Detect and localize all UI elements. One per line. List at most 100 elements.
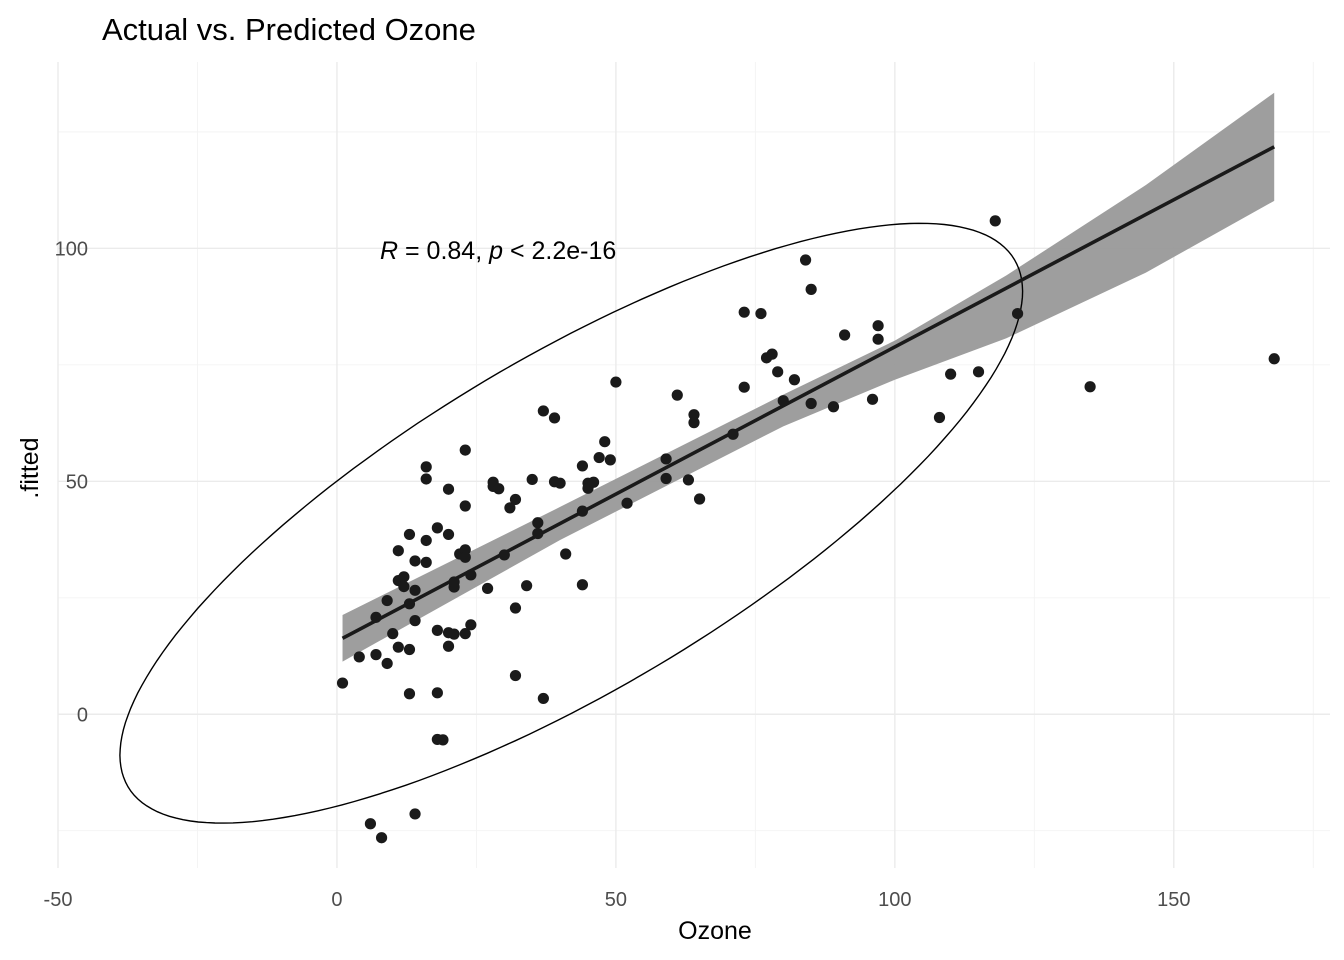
- data-point: [777, 395, 789, 407]
- data-point: [521, 580, 533, 592]
- x-tick-label: 50: [605, 889, 627, 911]
- data-point: [387, 628, 399, 640]
- data-point: [576, 460, 589, 472]
- data-point: [398, 580, 410, 593]
- regression-line-path: [341, 145, 1276, 640]
- chart-title: Actual vs. Predicted Ozone: [102, 12, 476, 47]
- data-point: [688, 417, 700, 429]
- data-point: [866, 393, 879, 405]
- data-point: [409, 808, 421, 820]
- data-point: [839, 329, 851, 341]
- data-point: [738, 306, 750, 318]
- data-point: [671, 389, 683, 401]
- data-point: [420, 461, 432, 473]
- data-point: [442, 640, 455, 652]
- data-point: [537, 692, 549, 705]
- data-point: [576, 505, 589, 517]
- x-tick-label: -50: [44, 889, 73, 911]
- data-point: [621, 497, 633, 509]
- data-point: [933, 411, 946, 424]
- data-point: [972, 366, 985, 378]
- y-tick-label: 50: [66, 471, 88, 493]
- data-point: [1011, 307, 1024, 320]
- data-point: [532, 527, 544, 540]
- x-axis-title: Ozone: [678, 917, 752, 945]
- data-point: [431, 624, 443, 636]
- data-point: [788, 374, 801, 386]
- data-point: [772, 366, 784, 378]
- confidence-band: [342, 92, 1275, 662]
- data-point: [336, 677, 349, 689]
- data-point: [587, 476, 600, 488]
- data-point: [548, 412, 561, 424]
- data-point: [403, 643, 416, 656]
- data-point: [431, 687, 443, 699]
- x-axis-ticks: -50 0 50 100 150: [44, 889, 1191, 911]
- correlation-annotation: R = 0.84, p < 2.2e-16: [380, 237, 616, 265]
- data-point: [766, 348, 778, 360]
- data-point: [392, 641, 404, 653]
- data-point: [989, 215, 1001, 227]
- data-point: [1268, 353, 1280, 365]
- data-point: [409, 584, 421, 596]
- data-point: [805, 397, 817, 410]
- data-point: [755, 307, 767, 320]
- data-point: [442, 483, 455, 495]
- data-point: [448, 628, 460, 640]
- data-points: [336, 215, 1280, 844]
- confidence-ellipse: [119, 222, 1024, 824]
- y-tick-label: 100: [55, 238, 88, 260]
- data-point: [509, 493, 522, 506]
- data-point: [370, 611, 382, 623]
- data-point: [370, 649, 382, 661]
- data-point: [459, 444, 471, 456]
- data-point: [392, 545, 404, 557]
- data-point: [403, 598, 416, 610]
- data-point: [509, 602, 522, 614]
- data-point: [560, 548, 572, 560]
- data-point: [459, 551, 471, 563]
- data-point: [799, 254, 812, 266]
- data-point: [682, 474, 695, 486]
- ellipse-path: [119, 222, 1024, 824]
- r-value-text: = 0.84,: [398, 237, 489, 265]
- data-point: [660, 472, 672, 485]
- regression-line: [341, 145, 1276, 640]
- data-point: [738, 381, 750, 393]
- data-point: [576, 579, 589, 591]
- data-point: [459, 628, 471, 640]
- data-point: [353, 651, 365, 663]
- data-point: [504, 502, 516, 514]
- grid: [57, 62, 1330, 868]
- data-point: [872, 320, 884, 332]
- data-point: [431, 522, 443, 534]
- x-tick-label: 100: [878, 889, 911, 911]
- data-point: [827, 401, 840, 413]
- data-point: [493, 483, 505, 495]
- p-symbol: p: [488, 237, 503, 265]
- data-point: [398, 571, 410, 583]
- data-point: [693, 493, 706, 505]
- data-point: [420, 556, 432, 568]
- x-tick-label: 150: [1157, 889, 1190, 911]
- data-point: [532, 517, 544, 529]
- data-point: [509, 669, 522, 682]
- data-point: [375, 832, 388, 844]
- y-axis-title: .fitted: [16, 437, 44, 498]
- data-point: [599, 436, 611, 448]
- x-tick-label: 0: [331, 889, 342, 911]
- data-point: [727, 428, 739, 440]
- data-point: [593, 451, 605, 464]
- data-point: [604, 454, 616, 466]
- data-point: [437, 734, 449, 746]
- data-point: [409, 555, 421, 567]
- data-point: [448, 576, 460, 588]
- data-point: [660, 453, 672, 465]
- data-point: [459, 500, 471, 512]
- data-point: [1084, 381, 1096, 393]
- data-point: [409, 615, 421, 627]
- data-point: [554, 477, 566, 489]
- data-point: [945, 368, 957, 380]
- data-point: [481, 582, 494, 595]
